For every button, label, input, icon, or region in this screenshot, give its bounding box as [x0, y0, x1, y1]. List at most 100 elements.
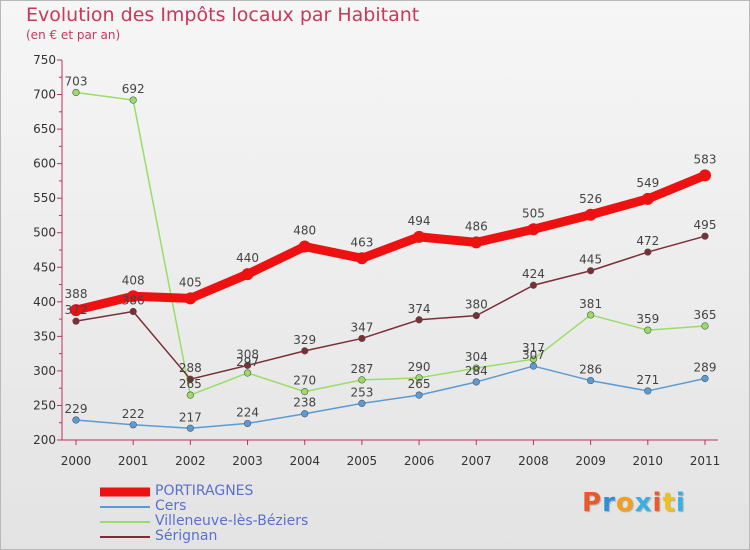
data-point — [701, 374, 709, 383]
data-label: 463 — [350, 235, 373, 249]
data-label: 290 — [408, 360, 431, 374]
data-point — [241, 268, 254, 281]
logo-letter: i — [652, 488, 663, 518]
data-label: 317 — [522, 341, 545, 355]
data-label: 703 — [65, 74, 88, 88]
data-label: 308 — [236, 347, 259, 361]
data-label: 549 — [636, 176, 659, 190]
data-point — [301, 410, 309, 418]
data-label: 304 — [465, 350, 488, 364]
logo-letter: x — [634, 488, 653, 518]
logo-letter: o — [615, 488, 635, 518]
data-point — [472, 364, 480, 372]
data-point — [529, 281, 538, 289]
data-point — [358, 399, 366, 407]
y-tick-label: 550 — [33, 191, 56, 205]
data-point — [301, 388, 309, 396]
chart-subtitle: (en € et par an) — [26, 28, 121, 42]
y-tick-label: 650 — [33, 122, 56, 136]
data-point — [587, 267, 595, 275]
data-point — [358, 334, 366, 343]
data-point — [529, 362, 538, 370]
data-label: 381 — [579, 297, 602, 311]
data-label: 229 — [65, 402, 88, 416]
data-point — [587, 376, 595, 385]
data-point — [644, 387, 652, 395]
data-point — [72, 317, 80, 325]
y-tick-label: 700 — [33, 88, 56, 102]
y-tick-label: 500 — [33, 226, 56, 240]
data-point — [355, 252, 368, 265]
data-point — [127, 290, 140, 303]
data-label: 265 — [408, 377, 431, 391]
x-tick-label: 2011 — [690, 454, 721, 468]
data-label: 329 — [293, 333, 316, 347]
data-label: 222 — [122, 407, 145, 421]
data-point — [415, 391, 423, 399]
data-label: 505 — [522, 206, 545, 220]
data-point — [129, 421, 137, 429]
series-line — [75, 365, 706, 430]
data-point — [243, 419, 252, 428]
data-point — [641, 192, 654, 205]
data-label: 270 — [293, 374, 316, 388]
y-tick-label: 400 — [33, 295, 56, 309]
y-tick-label: 250 — [33, 398, 56, 412]
data-label: 288 — [179, 361, 202, 375]
y-tick-label: 200 — [33, 433, 56, 447]
logo-letter: t — [662, 488, 676, 518]
data-label: 297 — [236, 355, 259, 369]
data-point — [529, 355, 538, 363]
data-label: 347 — [350, 320, 373, 334]
data-label: 289 — [694, 361, 717, 375]
data-point — [584, 208, 597, 221]
data-label: 440 — [236, 251, 259, 265]
data-point — [358, 376, 366, 384]
data-point — [70, 304, 82, 317]
data-label: 692 — [122, 82, 145, 96]
legend-swatch — [100, 487, 150, 496]
data-label: 224 — [236, 405, 259, 419]
y-tick-label: 350 — [33, 329, 56, 343]
legend-label: Villeneuve-lès-Béziers — [155, 513, 309, 529]
y-tick-label: 600 — [33, 157, 56, 171]
x-tick-label: 2010 — [633, 454, 664, 468]
data-label: 372 — [65, 303, 88, 317]
data-point — [186, 391, 194, 399]
data-point — [298, 240, 311, 253]
data-label: 526 — [579, 192, 602, 206]
legend-swatch — [100, 505, 150, 508]
data-point — [186, 424, 194, 432]
data-label: 365 — [694, 308, 717, 322]
data-point — [587, 311, 595, 319]
y-tick-label: 300 — [33, 364, 56, 378]
data-point — [243, 369, 252, 377]
data-point — [701, 322, 709, 330]
x-tick-label: 2005 — [347, 454, 378, 468]
data-label: 253 — [350, 385, 373, 399]
data-label: 284 — [465, 364, 488, 378]
data-label: 480 — [293, 224, 316, 238]
data-point — [415, 316, 423, 324]
x-tick-label: 2001 — [118, 454, 149, 468]
data-label: 307 — [522, 348, 545, 362]
x-tick-label: 2000 — [61, 454, 92, 468]
data-label: 408 — [122, 273, 145, 287]
data-point — [644, 248, 652, 256]
legend-swatch — [100, 520, 150, 523]
logo-letter: r — [602, 488, 616, 518]
data-label: 238 — [293, 396, 316, 410]
data-label: 386 — [122, 293, 145, 307]
data-point — [472, 378, 480, 386]
x-tick-label: 2006 — [404, 454, 435, 468]
y-tick-label: 450 — [33, 260, 56, 274]
series-line — [75, 235, 706, 380]
x-tick-label: 2004 — [289, 454, 320, 468]
data-label: 405 — [179, 275, 202, 289]
data-label: 286 — [579, 363, 602, 377]
data-point — [72, 416, 80, 424]
data-point — [243, 361, 252, 369]
logo-letter: i — [675, 488, 686, 518]
data-point — [470, 236, 483, 249]
data-label: 495 — [694, 218, 717, 232]
